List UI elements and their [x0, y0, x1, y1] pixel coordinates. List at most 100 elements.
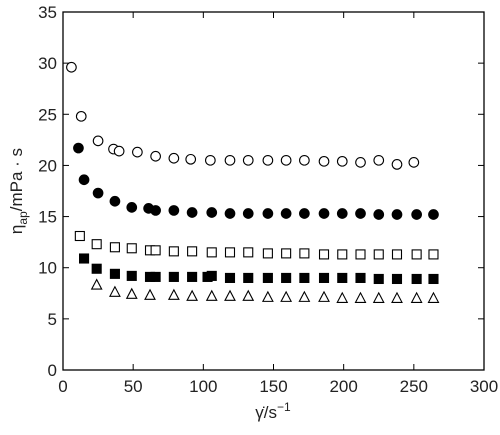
point — [91, 239, 102, 250]
y-tick-label: 20 — [38, 156, 57, 175]
y-label-main: η — [7, 225, 26, 234]
point — [391, 291, 403, 303]
point — [224, 154, 236, 166]
point — [168, 246, 179, 257]
point — [336, 291, 349, 303]
point — [280, 208, 292, 219]
x-tick-label: 0 — [58, 377, 67, 396]
point — [168, 152, 180, 164]
point — [187, 271, 198, 282]
point — [281, 272, 292, 283]
plot-frame — [62, 11, 485, 371]
point — [224, 247, 236, 258]
point — [428, 209, 439, 220]
point — [318, 272, 330, 283]
point — [299, 154, 310, 166]
point — [109, 242, 120, 253]
x-label-sup: −1 — [277, 400, 291, 414]
point — [298, 290, 311, 302]
point — [91, 263, 102, 274]
point — [299, 272, 310, 283]
point — [168, 205, 180, 216]
x-tick-label: 250 — [400, 377, 428, 396]
y-axis-label: ηap/mPa · s — [7, 148, 30, 234]
point — [372, 291, 385, 303]
point — [186, 289, 199, 301]
point — [109, 285, 121, 297]
point — [410, 291, 423, 303]
y-tick-label: 10 — [38, 259, 57, 278]
point — [261, 290, 274, 302]
point — [243, 272, 254, 283]
point — [280, 154, 292, 166]
point — [150, 271, 161, 282]
point — [411, 209, 422, 220]
x-label-main: γ̇/s — [255, 403, 277, 422]
point — [186, 207, 198, 218]
point — [354, 291, 367, 303]
point — [337, 272, 348, 283]
point — [242, 154, 254, 166]
point — [242, 208, 254, 219]
point — [206, 207, 218, 218]
point — [318, 208, 330, 219]
point — [132, 146, 143, 158]
point — [318, 290, 330, 302]
point — [355, 208, 366, 219]
point — [126, 270, 137, 281]
point — [280, 290, 293, 302]
point — [336, 208, 348, 219]
point — [206, 270, 217, 281]
point — [66, 61, 77, 73]
point — [150, 150, 161, 162]
y-tick-label: 0 — [48, 361, 57, 380]
point — [373, 154, 385, 166]
point — [205, 289, 218, 301]
point — [355, 249, 366, 260]
point — [125, 287, 138, 299]
point — [318, 249, 330, 260]
point — [242, 289, 255, 301]
point — [224, 272, 236, 283]
point — [336, 155, 348, 167]
point — [243, 247, 254, 258]
point — [427, 291, 440, 303]
point — [391, 159, 403, 170]
point — [411, 273, 422, 285]
point — [299, 248, 310, 259]
point — [113, 145, 125, 157]
point — [391, 249, 403, 260]
y-label-sub: ap — [16, 211, 30, 225]
point — [92, 135, 104, 147]
x-tick-label: 300 — [470, 377, 498, 396]
point — [299, 208, 310, 219]
point — [187, 246, 198, 257]
y-tick-label: 15 — [38, 208, 57, 227]
y-tick-label: 30 — [38, 54, 57, 73]
point — [373, 249, 384, 260]
point — [73, 142, 84, 154]
point — [185, 153, 197, 165]
x-tick-label: 150 — [259, 377, 287, 396]
point — [391, 273, 403, 285]
point — [224, 289, 236, 301]
point — [168, 271, 179, 282]
point — [391, 209, 403, 220]
point — [373, 273, 384, 285]
point — [75, 110, 87, 122]
point — [167, 288, 180, 300]
x-axis-label: γ̇/s−1 — [255, 400, 291, 422]
point — [126, 243, 137, 254]
point — [78, 174, 90, 186]
point — [205, 154, 216, 166]
x-tick-label: 50 — [124, 377, 143, 396]
x-tick-label: 200 — [329, 377, 357, 396]
point — [144, 288, 156, 300]
point — [428, 249, 439, 260]
point — [109, 268, 120, 279]
point — [262, 248, 273, 259]
point — [428, 273, 439, 285]
point — [262, 272, 273, 283]
point — [408, 157, 420, 168]
